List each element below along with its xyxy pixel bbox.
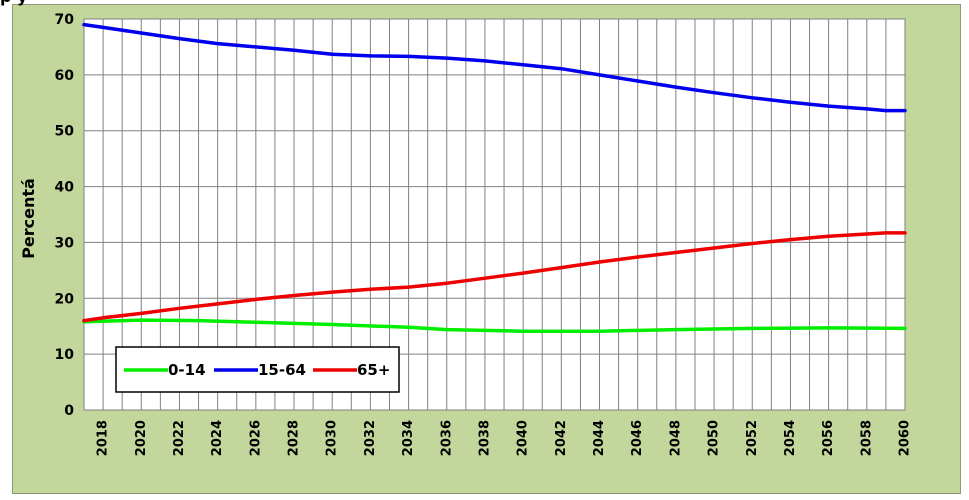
x-tick-label: 2032 <box>363 420 378 456</box>
x-tick-label: 2042 <box>554 420 569 456</box>
legend-label-65+: 65+ <box>357 361 390 379</box>
x-tick-label: 2028 <box>287 420 302 456</box>
x-tick-label: 2048 <box>668 420 683 456</box>
y-axis-label: Percentá <box>19 178 38 259</box>
y-tick-label: 70 <box>55 12 75 28</box>
y-tick-label: 40 <box>55 180 75 196</box>
y-axis: 0 10 20 30 40 50 60 70 <box>55 12 75 419</box>
x-tick-label: 2056 <box>821 420 836 456</box>
series-line-65+ <box>82 231 907 323</box>
x-tick-label: 2050 <box>707 420 722 456</box>
x-tick-label: 2034 <box>401 420 416 456</box>
x-tick-label: 2054 <box>783 420 798 456</box>
series-line-15-64 <box>82 22 907 113</box>
x-tick-label: 2060 <box>898 420 913 456</box>
legend-label-0-14: 0-14 <box>168 361 206 379</box>
grid <box>84 19 905 410</box>
x-tick-label: 2046 <box>630 420 645 456</box>
legend-label-15-64: 15-64 <box>258 361 306 379</box>
x-tick-label: 2022 <box>172 420 187 456</box>
y-tick-label: 10 <box>55 347 75 363</box>
y-tick-label: 50 <box>55 124 75 140</box>
series-line-0-14 <box>82 318 907 333</box>
x-tick-label: 2040 <box>516 420 531 456</box>
x-tick-label: 2018 <box>96 420 111 456</box>
chart-title-cut: p y <box>0 0 170 6</box>
x-axis: 2018 2020 2022 2024 2026 2028 2030 2032 2034 2036… <box>96 420 913 456</box>
x-tick-label: 2052 <box>745 420 760 456</box>
legend: 0-14 15-64 65+ <box>115 346 400 393</box>
x-tick-label: 2038 <box>477 420 492 456</box>
chart-title-fragment: p y <box>0 0 27 6</box>
x-tick-label: 2030 <box>325 420 340 456</box>
y-tick-label: 30 <box>55 235 75 251</box>
x-tick-label: 2036 <box>439 420 454 456</box>
plot-border <box>83 18 906 411</box>
y-tick-label: 20 <box>55 291 75 307</box>
x-tick-label: 2020 <box>134 420 149 456</box>
series-lines <box>82 22 907 333</box>
x-tick-label: 2044 <box>592 420 607 456</box>
x-tick-label: 2026 <box>248 420 263 456</box>
x-tick-label: 2024 <box>210 420 225 456</box>
y-tick-label: 60 <box>55 68 75 84</box>
x-tick-label: 2058 <box>859 420 874 456</box>
plot-area <box>84 19 905 410</box>
y-tick-label: 0 <box>64 403 74 419</box>
